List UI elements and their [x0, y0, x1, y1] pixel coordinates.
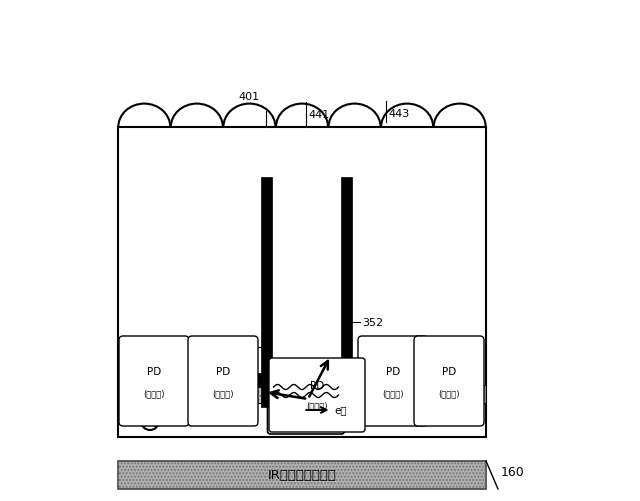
Bar	[257, 373, 275, 387]
Bar	[271, 385, 340, 403]
Text: 441: 441	[308, 110, 329, 120]
Text: (可視光): (可視光)	[382, 389, 404, 398]
Text: PD: PD	[386, 366, 400, 376]
FancyBboxPatch shape	[188, 336, 258, 426]
Text: (可視光): (可視光)	[438, 389, 460, 398]
Text: 401: 401	[239, 92, 260, 102]
Text: (可視光): (可視光)	[212, 389, 234, 398]
Bar	[260, 178, 271, 407]
Text: 160: 160	[501, 465, 525, 478]
Bar	[351, 385, 485, 403]
Text: 342: 342	[227, 342, 248, 352]
Bar	[119, 385, 260, 403]
Text: IRカットフィルタ: IRカットフィルタ	[268, 468, 337, 481]
Text: PD: PD	[147, 366, 161, 376]
Text: PD: PD	[216, 366, 230, 376]
Bar	[271, 385, 340, 403]
Bar	[119, 385, 260, 403]
FancyBboxPatch shape	[358, 336, 428, 426]
Text: Y: Y	[128, 414, 137, 429]
Text: PD: PD	[310, 380, 324, 390]
Text: (赤外光): (赤外光)	[307, 401, 328, 410]
Text: PD: PD	[442, 366, 456, 376]
FancyBboxPatch shape	[414, 336, 484, 426]
Text: (可視光): (可視光)	[143, 389, 164, 398]
Bar	[118, 461, 486, 489]
FancyBboxPatch shape	[119, 336, 189, 426]
Bar	[118, 128, 486, 437]
Text: e－: e－	[335, 404, 347, 414]
FancyBboxPatch shape	[269, 358, 365, 432]
Bar	[340, 178, 351, 407]
Bar	[351, 385, 485, 403]
Text: X: X	[199, 414, 209, 429]
Text: 443: 443	[388, 109, 409, 119]
Text: 352: 352	[362, 317, 383, 327]
Text: Z: Z	[145, 358, 155, 373]
Text: 442: 442	[295, 357, 317, 367]
Bar	[118, 461, 486, 489]
Bar	[337, 373, 355, 387]
FancyBboxPatch shape	[268, 402, 344, 434]
